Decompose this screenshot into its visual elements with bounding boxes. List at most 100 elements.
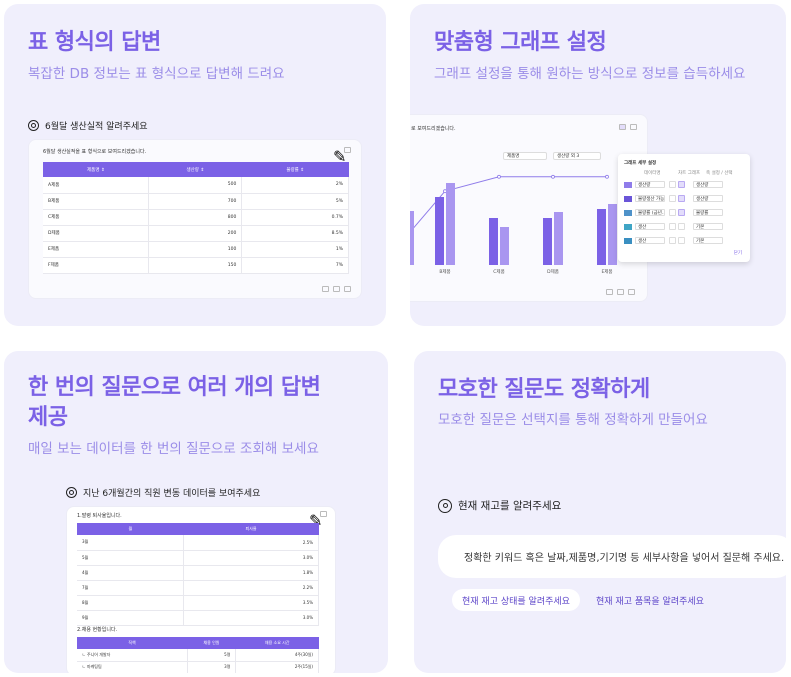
suggestion-chip-stock-items[interactable]: 현재 재고 품목을 알려주세요 [596, 596, 704, 607]
x-tick-label: E제품 [601, 270, 613, 275]
search-icon [66, 487, 77, 498]
line-type-button[interactable] [669, 209, 676, 216]
suggestion-chip-stock-status[interactable]: 현재 재고 상태를 알려주세요 [452, 589, 580, 611]
chart-bar[interactable] [446, 183, 455, 265]
line-type-button[interactable] [669, 195, 676, 202]
settings-row: 불량률 (금년... 불량률 [624, 208, 727, 217]
bar-type-button[interactable] [678, 237, 685, 244]
table-row: 8월 3.5% [77, 595, 319, 611]
series-name-field[interactable]: 불량률 (금년... [635, 209, 665, 216]
series-name-field[interactable]: 생산량 [635, 181, 665, 188]
edit-icon[interactable]: ✎ [333, 147, 347, 166]
table-row: 3월 2.5% [77, 535, 319, 551]
column-header[interactable]: 채용 인원 [187, 637, 236, 649]
copy-icon[interactable] [606, 289, 613, 295]
chart-bar[interactable] [489, 218, 498, 265]
table-row: C제품 800 0.7% [43, 209, 349, 226]
table-cell: 2% [241, 177, 349, 194]
table-cell: 8.5% [241, 225, 349, 242]
table-cell: 3명 [187, 661, 237, 673]
chart-bar[interactable] [435, 196, 444, 265]
settings-row: 생산량 생산량 [624, 180, 727, 189]
question-row: 6월달 생산실적 알려주세요 [28, 119, 148, 132]
chart-icon[interactable] [619, 124, 626, 130]
table-cell: 9월 [77, 610, 185, 626]
series-color-swatch[interactable] [624, 181, 632, 188]
column-header[interactable]: 채용 소요 시간 [235, 637, 319, 649]
column-header[interactable]: 생산량 ⇕ [148, 162, 242, 177]
line-point [605, 174, 609, 179]
series-name-field[interactable]: 생산 [635, 223, 665, 230]
thumbs-down-icon[interactable] [628, 289, 635, 295]
line-type-button[interactable] [669, 181, 676, 188]
x-tick-label: C제품 [493, 270, 505, 275]
column-header[interactable]: 퇴사율 [183, 523, 319, 535]
filter-value: 생산량 외 3 [557, 154, 580, 159]
line-type-button[interactable] [669, 223, 676, 230]
table-row: D제품 200 8.5% [43, 225, 349, 242]
column-header[interactable]: 월 [77, 523, 184, 535]
table-icon[interactable] [320, 511, 327, 517]
card-title: 표 형식의 답변 [28, 30, 161, 55]
column-header[interactable]: 직책 [77, 637, 188, 649]
series-name-field[interactable]: 생산 [635, 237, 665, 244]
table-cell: E제품 [43, 241, 150, 258]
bar-type-button[interactable] [678, 181, 685, 188]
table-row: ㄴ 주니어 개발자 5명 4주(30일) [77, 649, 319, 662]
bar-type-button[interactable] [678, 209, 685, 216]
answer-panel: 1.발령 퇴사율입니다. ✎ 월 퇴사율 3월 2.5% 5월 3.0% 4월 1.8% 7… [66, 506, 336, 673]
chart-bar[interactable] [608, 203, 617, 265]
close-button[interactable]: 닫기 [733, 251, 742, 256]
table-cell: 500 [148, 177, 243, 194]
line-type-button[interactable] [669, 237, 676, 244]
table-cell: 3월 [77, 535, 185, 551]
table-row: 4월 1.8% [77, 565, 319, 581]
table-body: 3월 2.5% 5월 3.0% 4월 1.8% 7월 2.2% 8월 3.5% 9월 3.0% [77, 535, 319, 626]
filter-select-series[interactable]: 생산량 외 3 [553, 152, 601, 160]
table-row: 5월 3.0% [77, 550, 319, 566]
series-color-swatch[interactable] [624, 209, 632, 216]
series-color-swatch[interactable] [624, 195, 632, 202]
graph-settings-popup: 그래프 세부 설정 데이터명 차트 그래프 축 설정 / 선택 생산량 생산량 불량… [618, 154, 750, 262]
column-header[interactable]: 불량률 ⇕ [241, 162, 349, 177]
axis-select[interactable]: 기본 [693, 237, 723, 244]
chart-bar[interactable] [543, 218, 552, 265]
edit-icon[interactable]: ✎ [309, 511, 323, 530]
thumbs-down-icon[interactable] [344, 286, 351, 292]
table-cell: B제품 [43, 193, 150, 210]
bar-chart: B제품 C제품 D제품 E제품 [410, 174, 633, 275]
axis-select[interactable]: 생산량 [693, 181, 723, 188]
column-header[interactable]: 제품명 ⇕ [43, 162, 149, 177]
table-cell: 3.0% [183, 610, 319, 626]
table-cell: F제품 [43, 257, 150, 274]
question-text: 6월달 생산실적 알려주세요 [45, 122, 148, 132]
axis-select[interactable]: 불량률 [693, 209, 723, 216]
feature-card-table-answer: 표 형식의 답변 복잡한 DB 정보는 표 형식으로 답변해 드려요 6월달 생… [4, 4, 386, 326]
series-color-swatch[interactable] [624, 237, 632, 244]
bar-type-button[interactable] [678, 195, 685, 202]
filter-select-category[interactable]: 제품명 [503, 152, 547, 160]
series-name-field[interactable]: 불량생산 가능... [635, 195, 665, 202]
table-cell: 2주(15일) [235, 661, 319, 673]
table-icon[interactable] [630, 124, 637, 130]
x-tick-label: B제품 [439, 270, 451, 275]
settings-row: 생산 기본 [624, 222, 727, 231]
line-point [497, 174, 501, 179]
axis-select[interactable]: 기본 [693, 223, 723, 230]
thumbs-up-icon[interactable] [333, 286, 340, 292]
chart-bar[interactable] [500, 227, 509, 265]
table-cell: 7월 [77, 580, 185, 596]
feature-card-ambiguous-question: 모호한 질문도 정확하게 모호한 질문은 선택지를 통해 정확하게 만들어요 현… [414, 351, 786, 673]
chart-bar[interactable] [410, 211, 414, 265]
table-cell: 700 [148, 193, 243, 210]
series-color-swatch[interactable] [624, 223, 632, 230]
chart-bar[interactable] [554, 211, 563, 265]
bar-type-button[interactable] [678, 223, 685, 230]
table-cell: 5% [241, 193, 349, 210]
chart-bar[interactable] [597, 209, 606, 265]
table-cell: C제품 [43, 209, 150, 226]
thumbs-up-icon[interactable] [617, 289, 624, 295]
axis-select[interactable]: 생산량 [693, 195, 723, 202]
table-icon[interactable] [344, 147, 351, 153]
copy-icon[interactable] [322, 286, 329, 292]
